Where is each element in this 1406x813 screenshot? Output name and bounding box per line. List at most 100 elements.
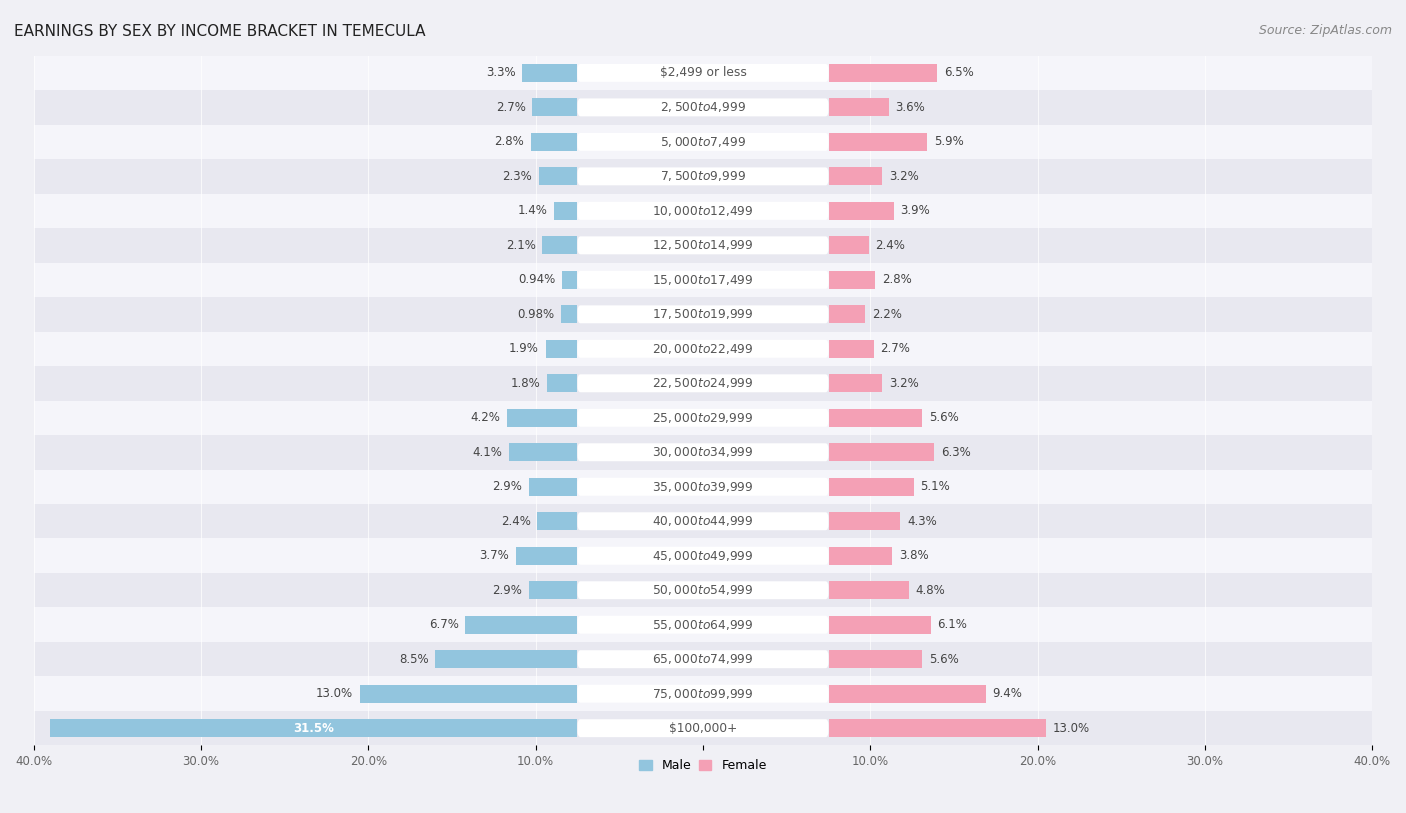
Text: 13.0%: 13.0% xyxy=(316,687,353,700)
Bar xyxy=(828,306,865,324)
Bar xyxy=(828,98,889,116)
Bar xyxy=(547,374,578,392)
FancyBboxPatch shape xyxy=(578,615,828,633)
Text: $7,500 to $9,999: $7,500 to $9,999 xyxy=(659,169,747,184)
FancyBboxPatch shape xyxy=(578,478,828,496)
FancyBboxPatch shape xyxy=(578,547,828,565)
Text: $20,000 to $22,499: $20,000 to $22,499 xyxy=(652,341,754,356)
Bar xyxy=(828,478,914,496)
FancyBboxPatch shape xyxy=(578,98,828,116)
Bar xyxy=(828,64,938,82)
Text: $10,000 to $12,499: $10,000 to $12,499 xyxy=(652,204,754,218)
Text: 2.1%: 2.1% xyxy=(506,239,536,252)
Text: 2.7%: 2.7% xyxy=(496,101,526,114)
Bar xyxy=(34,607,1372,642)
Bar xyxy=(828,512,900,530)
Text: $2,500 to $4,999: $2,500 to $4,999 xyxy=(659,100,747,115)
Bar xyxy=(360,685,578,702)
Bar xyxy=(828,340,873,358)
Text: 2.9%: 2.9% xyxy=(492,584,522,597)
Text: 4.1%: 4.1% xyxy=(472,446,502,459)
Bar xyxy=(436,650,578,668)
FancyBboxPatch shape xyxy=(578,685,828,702)
Text: 6.5%: 6.5% xyxy=(943,67,974,80)
Text: 1.9%: 1.9% xyxy=(509,342,538,355)
FancyBboxPatch shape xyxy=(578,720,828,737)
Text: 2.3%: 2.3% xyxy=(502,170,533,183)
Text: 6.3%: 6.3% xyxy=(941,446,970,459)
Legend: Male, Female: Male, Female xyxy=(634,754,772,777)
FancyBboxPatch shape xyxy=(578,271,828,289)
FancyBboxPatch shape xyxy=(578,340,828,358)
FancyBboxPatch shape xyxy=(578,202,828,220)
Bar xyxy=(828,720,1046,737)
Bar xyxy=(34,504,1372,538)
Text: $22,500 to $24,999: $22,500 to $24,999 xyxy=(652,376,754,390)
Text: $50,000 to $54,999: $50,000 to $54,999 xyxy=(652,583,754,598)
Bar xyxy=(533,98,578,116)
Text: 3.7%: 3.7% xyxy=(479,550,509,563)
Bar xyxy=(34,297,1372,332)
Text: 3.3%: 3.3% xyxy=(486,67,516,80)
Text: 0.98%: 0.98% xyxy=(517,308,554,321)
Bar xyxy=(828,581,908,599)
FancyBboxPatch shape xyxy=(578,512,828,530)
Text: 6.7%: 6.7% xyxy=(429,618,458,631)
Text: 1.8%: 1.8% xyxy=(510,376,541,389)
Bar xyxy=(554,202,578,220)
Text: 2.8%: 2.8% xyxy=(494,136,524,148)
Bar xyxy=(828,202,894,220)
Bar xyxy=(828,237,869,254)
Bar xyxy=(34,470,1372,504)
Text: 5.6%: 5.6% xyxy=(929,653,959,666)
Text: 2.8%: 2.8% xyxy=(882,273,912,286)
Text: $5,000 to $7,499: $5,000 to $7,499 xyxy=(659,135,747,149)
Bar xyxy=(509,443,578,461)
Bar xyxy=(34,55,1372,90)
Text: $45,000 to $49,999: $45,000 to $49,999 xyxy=(652,549,754,563)
Bar xyxy=(34,676,1372,711)
Text: $25,000 to $29,999: $25,000 to $29,999 xyxy=(652,411,754,424)
Bar xyxy=(828,374,882,392)
Text: $40,000 to $44,999: $40,000 to $44,999 xyxy=(652,515,754,528)
Text: 3.6%: 3.6% xyxy=(896,101,925,114)
Text: 5.9%: 5.9% xyxy=(934,136,963,148)
Bar xyxy=(34,366,1372,401)
Text: EARNINGS BY SEX BY INCOME BRACKET IN TEMECULA: EARNINGS BY SEX BY INCOME BRACKET IN TEM… xyxy=(14,24,426,39)
Bar xyxy=(34,435,1372,470)
Text: 5.6%: 5.6% xyxy=(929,411,959,424)
FancyBboxPatch shape xyxy=(578,133,828,151)
Bar xyxy=(546,340,578,358)
Text: $12,500 to $14,999: $12,500 to $14,999 xyxy=(652,238,754,252)
Text: $75,000 to $99,999: $75,000 to $99,999 xyxy=(652,687,754,701)
Bar xyxy=(537,512,578,530)
FancyBboxPatch shape xyxy=(578,581,828,599)
Text: $15,000 to $17,499: $15,000 to $17,499 xyxy=(652,273,754,287)
Bar xyxy=(828,167,882,185)
Bar xyxy=(34,573,1372,607)
Text: 31.5%: 31.5% xyxy=(294,722,335,735)
Bar xyxy=(538,167,578,185)
Bar xyxy=(828,615,931,633)
Text: 1.4%: 1.4% xyxy=(517,204,547,217)
Bar xyxy=(828,685,986,702)
Text: $35,000 to $39,999: $35,000 to $39,999 xyxy=(652,480,754,493)
Bar xyxy=(34,124,1372,159)
Bar xyxy=(529,581,578,599)
Bar xyxy=(51,720,578,737)
Bar xyxy=(828,409,922,427)
Text: 4.3%: 4.3% xyxy=(907,515,936,528)
Bar xyxy=(522,64,578,82)
Text: 9.4%: 9.4% xyxy=(993,687,1022,700)
Bar xyxy=(34,90,1372,124)
Bar xyxy=(530,133,578,151)
FancyBboxPatch shape xyxy=(578,650,828,668)
Text: $2,499 or less: $2,499 or less xyxy=(659,67,747,80)
Text: 3.2%: 3.2% xyxy=(889,170,918,183)
FancyBboxPatch shape xyxy=(578,64,828,82)
FancyBboxPatch shape xyxy=(578,374,828,392)
Bar xyxy=(561,306,578,324)
Bar xyxy=(34,332,1372,366)
Bar xyxy=(562,271,578,289)
FancyBboxPatch shape xyxy=(578,443,828,461)
